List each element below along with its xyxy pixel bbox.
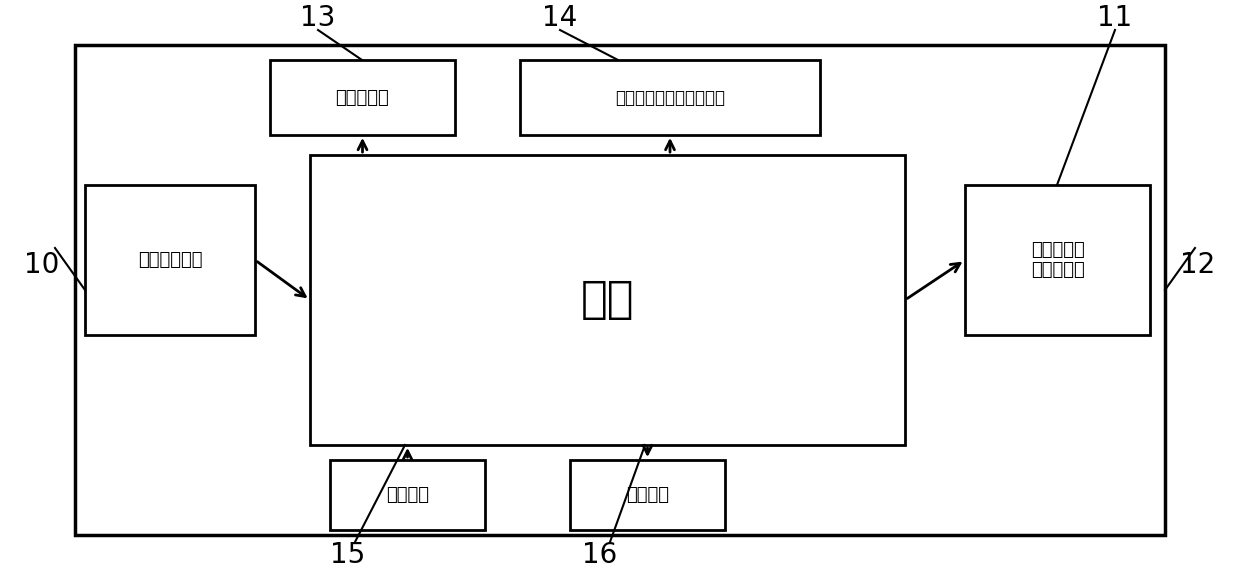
Bar	[270, 60, 455, 135]
Bar	[310, 155, 905, 445]
Text: 氢气传感器: 氢气传感器	[336, 88, 389, 106]
Bar	[330, 460, 485, 530]
Text: 14: 14	[542, 4, 578, 32]
Text: 16: 16	[583, 541, 618, 569]
Text: 压力传感器及温度传感器: 压力传感器及温度传感器	[615, 88, 725, 106]
Text: 15: 15	[330, 541, 366, 569]
Text: 13: 13	[300, 4, 336, 32]
Bar	[86, 185, 255, 335]
Text: 10: 10	[25, 251, 60, 279]
Bar	[965, 185, 1149, 335]
Bar	[570, 460, 725, 530]
Bar	[74, 45, 1166, 535]
Text: 12: 12	[1180, 251, 1215, 279]
Text: 11: 11	[1097, 4, 1132, 32]
Bar	[520, 60, 820, 135]
Text: 气样进口: 气样进口	[386, 486, 429, 504]
Text: 气室: 气室	[580, 279, 634, 321]
Text: 气体出口: 气体出口	[626, 486, 670, 504]
Text: 近红外发生器: 近红外发生器	[138, 251, 202, 269]
Text: 电子光栅及
光电传感器: 电子光栅及 光电传感器	[1030, 240, 1084, 279]
